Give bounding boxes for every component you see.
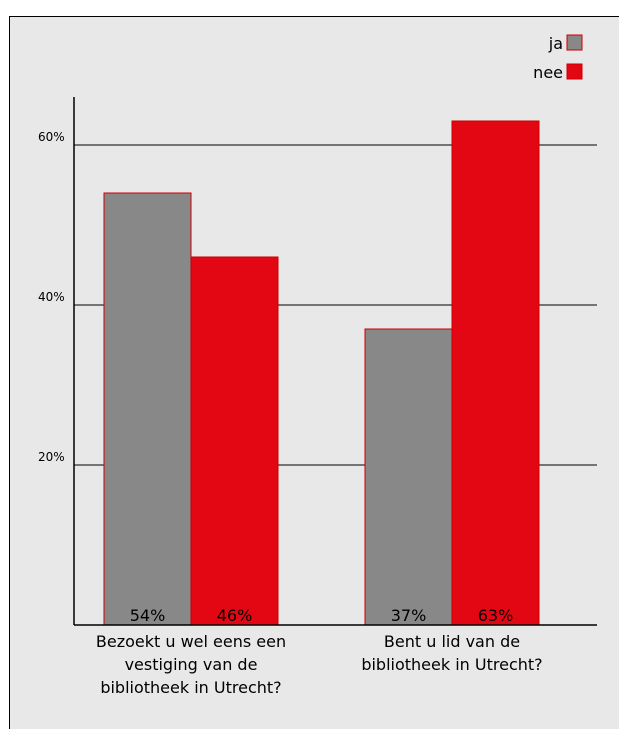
category-label: Bezoekt u wel eens een [96, 632, 286, 651]
bar-value-label: 63% [478, 606, 514, 625]
legend-swatch-nee [566, 63, 583, 80]
category-label: Bent u lid van de [384, 632, 520, 651]
chart-frame: 20% 40% 60% 54% 37% 46% 63% Bezoekt u wel eens … [9, 16, 619, 729]
bar-value-label: 54% [130, 606, 166, 625]
bar-nee-2 [451, 120, 540, 626]
y-tick-label: 40% [38, 290, 65, 304]
bar-chart: 20% 40% 60% 54% 37% 46% 63% Bezoekt u wel eens … [38, 34, 597, 697]
bar-nee-1 [190, 256, 279, 626]
category-label: bibliotheek in Utrecht? [100, 678, 281, 697]
legend-swatch-ja [566, 34, 583, 51]
bar-ja-1 [103, 192, 192, 626]
legend-label-ja: ja [548, 34, 563, 53]
bar-ja-2 [364, 328, 453, 626]
legend-label-nee: nee [533, 63, 563, 82]
category-label: vestiging van de [125, 655, 258, 674]
bar-value-label: 46% [217, 606, 253, 625]
y-tick-label: 60% [38, 130, 65, 144]
y-tick-label: 20% [38, 450, 65, 464]
bar-value-label: 37% [391, 606, 427, 625]
category-label: bibliotheek in Utrecht? [361, 655, 542, 674]
